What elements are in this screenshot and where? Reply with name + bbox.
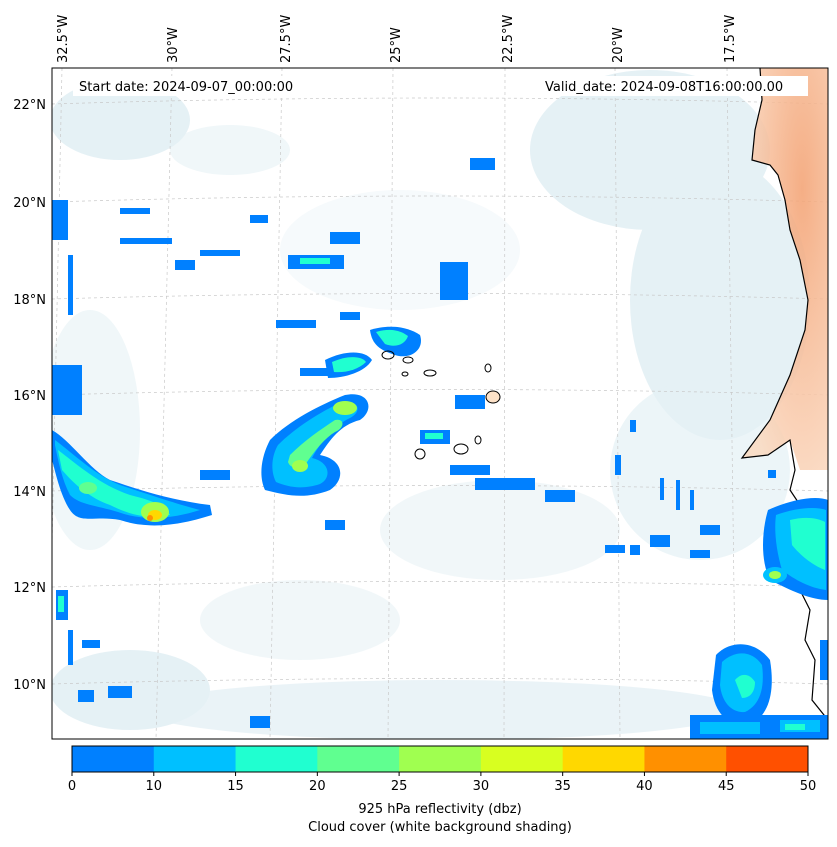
colorbar-tick-label: 40 [636,779,653,794]
colorbar-segment [317,746,400,772]
valid-date-label: Valid_date: 2024-09-08T16:00:00.00 [545,80,783,95]
lat-label: 22°N [13,98,46,113]
lat-label: 18°N [13,293,46,308]
lat-label: 20°N [13,196,46,211]
reflectivity-field [52,158,828,739]
lon-label: 20°W [611,27,626,63]
lon-label: 22.5°W [501,15,516,63]
colorbar-segment [153,746,237,772]
colorbar-segment [726,746,809,772]
land-shading [742,68,828,470]
colorbar-label-line1: 925 hPa reflectivity (dbz) [358,802,521,817]
cloud-cover-shading [52,70,810,739]
map-panel: Start date: 2024-09-07_00:00:00 Valid_da… [52,68,828,739]
colorbar-tick-label: 35 [554,779,571,794]
colorbar-tick-label: 10 [146,779,163,794]
lon-label: 27.5°W [279,15,294,63]
longitude-labels: 32.5°W 30°W 27.5°W 25°W 22.5°W 20°W 17.5… [56,15,738,63]
colorbar-label-line2: Cloud cover (white background shading) [308,820,572,835]
lat-label: 14°N [13,485,46,500]
colorbar-segment [399,746,482,772]
lon-label: 25°W [389,27,404,63]
lon-label: 32.5°W [56,15,71,63]
graticule [52,68,828,739]
islands [381,350,501,460]
colorbar-tick-label: 0 [68,779,76,794]
latitude-labels: 22°N 20°N 18°N 16°N 14°N 12°N 10°N [13,98,46,693]
lon-label: 17.5°W [723,15,738,63]
colorbar-segment [480,746,564,772]
lat-label: 16°N [13,389,46,404]
valid-date-box [540,76,808,96]
colorbar-tick-label: 45 [718,779,735,794]
lon-label: 30°W [166,27,181,63]
start-date-box [73,76,308,96]
colorbar-segment [562,746,645,772]
colorbar: 0 10 15 20 25 30 35 40 45 50 925 hPa reflectivity… [68,745,817,835]
start-date-label: Start date: 2024-09-07_00:00:00 [79,80,293,95]
colorbar-tick-label: 15 [227,779,244,794]
lat-label: 12°N [13,581,46,596]
colorbar-segment [235,746,318,772]
colorbar-tick-label: 20 [309,779,326,794]
map-frame [51,67,829,740]
lat-label: 10°N [13,678,46,693]
colorbar-tick-label: 25 [391,779,408,794]
colorbar-tick-label: 30 [473,779,490,794]
coastline [740,68,828,721]
colorbar-segment [72,746,155,772]
colorbar-tick-label: 50 [800,779,817,794]
colorbar-segment [644,746,727,772]
